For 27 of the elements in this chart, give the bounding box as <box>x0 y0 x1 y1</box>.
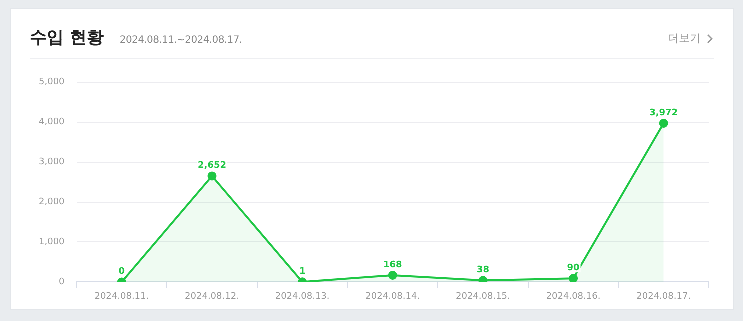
data-label: 3,972 <box>650 108 678 118</box>
y-tick-label: 4,000 <box>39 118 66 128</box>
data-label: 38 <box>476 266 490 276</box>
y-tick-label: 1,000 <box>39 238 66 248</box>
chart-subtitle: 2024.08.11.~2024.08.17. <box>120 35 242 46</box>
y-tick-label: 0 <box>59 278 66 288</box>
text: 더보기 <box>668 31 701 46</box>
y-tick-label: 2,000 <box>39 198 66 208</box>
x-tick-label: 2024.08.17. <box>636 292 692 302</box>
chart-title: 수입 현황 <box>30 27 104 49</box>
data-label: 90 <box>567 263 580 274</box>
data-label: 1 <box>299 267 306 278</box>
data-label: 2,652 <box>198 161 226 172</box>
data-label: 168 <box>383 260 402 270</box>
x-tick-label: 2024.08.16. <box>546 292 601 302</box>
x-tick-label: 2024.08.12. <box>185 292 240 302</box>
x-tick-label: 2024.08.11. <box>94 292 150 302</box>
point <box>208 172 217 181</box>
data-label: 0 <box>118 267 126 278</box>
point <box>659 118 668 128</box>
x-tick-label: 2024.08.13. <box>275 292 330 302</box>
point <box>388 270 398 280</box>
y-tick-label: 5,000 <box>39 78 66 88</box>
point <box>569 274 578 282</box>
x-tick-label: 2024.08.15. <box>456 292 510 302</box>
y-tick-label: 3,000 <box>39 158 66 168</box>
x-tick-label: 2024.08.14. <box>366 292 420 302</box>
